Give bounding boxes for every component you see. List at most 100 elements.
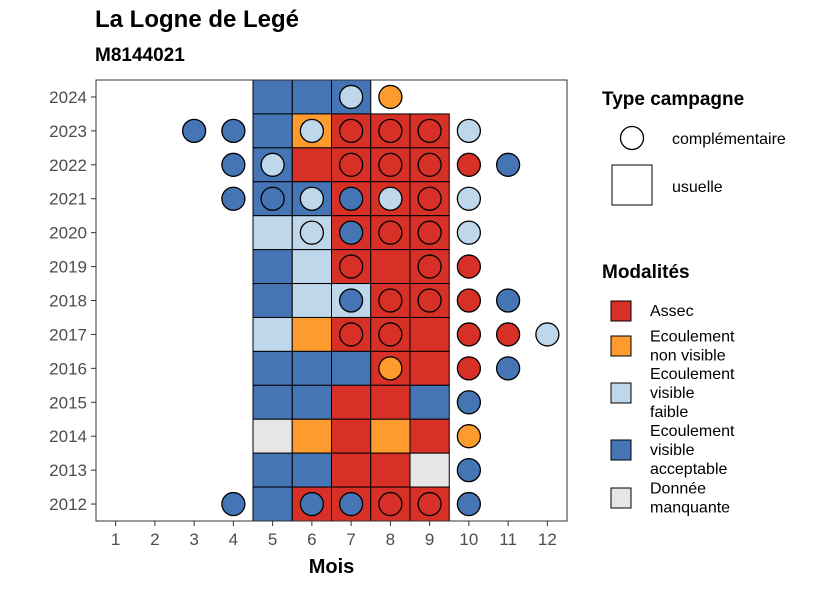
tile-2019-5 [252, 249, 293, 285]
tile-2016-6 [291, 350, 332, 386]
point-2020-6 [299, 220, 325, 245]
point-2023-3 [181, 118, 207, 144]
tile-2018-6 [291, 283, 332, 318]
point-2022-9 [417, 152, 442, 177]
point-2022-10 [456, 152, 482, 177]
legend-key-0 [610, 300, 632, 322]
point-2022-8 [378, 152, 403, 177]
point-2019-9 [417, 254, 442, 279]
y-tick-label-2022: 2022 [49, 156, 87, 175]
tile-2012-5 [252, 486, 293, 522]
legend-key-3 [610, 439, 632, 461]
legend-label-2-1: visible [650, 385, 695, 402]
point-2018-7 [338, 288, 364, 313]
point-2014-10 [456, 424, 482, 449]
tile-2014-8 [370, 418, 411, 454]
legend-label-3-1: visible [650, 442, 695, 459]
point-2019-7 [338, 254, 364, 279]
point-2021-8 [378, 186, 403, 211]
legend-label-3-2: acceptable [650, 461, 727, 478]
x-tick-label-12: 12 [538, 530, 557, 549]
tile-2023-5 [252, 113, 293, 149]
point-2021-9 [417, 186, 442, 211]
point-2022-11 [495, 152, 521, 177]
tile-2017-9 [409, 316, 450, 352]
y-tick-label-2021: 2021 [49, 190, 87, 209]
point-2021-6 [299, 186, 325, 211]
tile-2015-8 [370, 384, 411, 420]
y-tick-label-2023: 2023 [49, 122, 87, 141]
y-tick-label-2012: 2012 [49, 495, 87, 514]
tile-2014-6 [291, 418, 332, 454]
x-tick-label-6: 6 [307, 530, 316, 549]
tile-2019-8 [370, 249, 411, 285]
tile-2014-7 [331, 418, 372, 454]
point-2024-8 [378, 84, 403, 110]
chart-title: La Logne de Legé [95, 6, 300, 33]
tile-2020-5 [252, 215, 293, 251]
point-2021-4 [221, 186, 246, 211]
y-tick-label-2020: 2020 [49, 224, 87, 243]
x-axis-title: Mois [309, 556, 355, 578]
legend-type-square [611, 164, 653, 206]
tile-2016-7 [331, 350, 372, 386]
point-2017-7 [338, 322, 364, 347]
tile-2013-7 [331, 452, 372, 488]
tile-2024-6 [291, 79, 332, 115]
legend-type-title: Type campagne [602, 89, 744, 110]
legend-type-label-0: complémentaire [672, 131, 786, 148]
point-2016-8 [378, 356, 403, 381]
y-tick-label-2015: 2015 [49, 393, 87, 412]
point-2023-7 [338, 118, 364, 144]
point-2018-11 [495, 288, 521, 313]
tile-2019-6 [291, 249, 332, 285]
tile-2015-7 [331, 384, 372, 420]
tile-2022-6 [291, 147, 332, 183]
point-2012-6 [299, 491, 325, 517]
tile-2017-5 [252, 316, 293, 352]
point-2023-9 [417, 118, 442, 144]
point-2022-5 [260, 152, 285, 177]
tile-2014-9 [409, 418, 450, 454]
y-tick-label-2024: 2024 [49, 88, 87, 107]
point-2023-10 [456, 118, 482, 144]
point-2021-10 [456, 186, 482, 211]
point-2016-11 [495, 356, 521, 381]
point-2023-6 [299, 118, 325, 144]
tile-2013-6 [291, 452, 332, 488]
legend-label-1-1: non visible [650, 348, 726, 365]
legend-modalites-title: Modalités [602, 262, 690, 283]
x-tick-label-2: 2 [150, 530, 159, 549]
legend-label-3-0: Ecoulement [650, 423, 735, 440]
legend-label-4-0: Donnée [650, 481, 706, 498]
point-2019-10 [456, 254, 482, 279]
point-2012-7 [338, 491, 364, 517]
point-2023-8 [378, 118, 403, 144]
point-2012-4 [221, 491, 246, 517]
point-2012-8 [378, 491, 403, 517]
legend-label-0-0: Assec [650, 303, 694, 320]
y-tick-label-2019: 2019 [49, 258, 87, 277]
tile-2013-8 [370, 452, 411, 488]
legend-label-1-0: Ecoulement [650, 329, 735, 346]
x-tick-label-3: 3 [189, 530, 198, 549]
y-tick-label-2013: 2013 [49, 461, 87, 480]
legend-key-1 [610, 335, 632, 357]
point-2012-9 [417, 491, 442, 517]
x-tick-label-5: 5 [268, 530, 277, 549]
tile-2013-5 [252, 452, 293, 488]
point-2024-7 [338, 84, 364, 110]
point-2023-4 [221, 118, 246, 144]
x-tick-label-8: 8 [386, 530, 395, 549]
point-2016-10 [456, 356, 482, 381]
point-2017-8 [378, 322, 403, 347]
legend-key-2 [610, 382, 632, 404]
y-tick-label-2016: 2016 [49, 359, 87, 378]
point-2020-9 [417, 220, 442, 245]
point-2020-10 [456, 220, 482, 245]
point-2013-10 [456, 457, 482, 483]
point-2017-10 [456, 322, 482, 347]
y-tick-label-2017: 2017 [49, 325, 87, 344]
point-2021-7 [338, 186, 364, 211]
